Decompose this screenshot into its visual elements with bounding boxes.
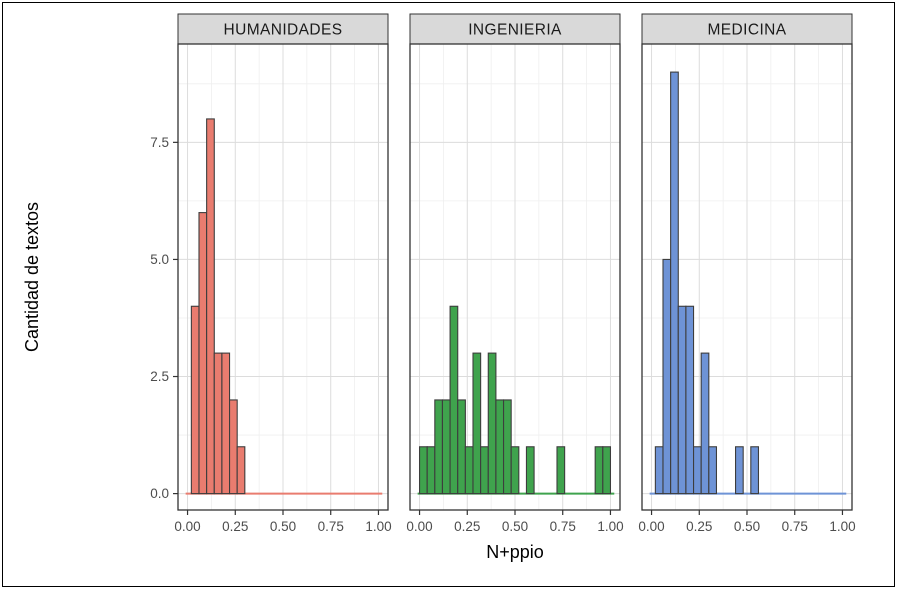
x-tick-label: 0.25 [222, 519, 248, 534]
histogram-bar [502, 399, 512, 495]
x-tick-label: 0.75 [318, 519, 344, 534]
y-tick-label: 2.5 [150, 369, 169, 384]
facet-panel-ingenieria: INGENIERIA 0.00 0.25 0.50 0.75 1.00 [406, 13, 624, 534]
histogram-bar [418, 446, 428, 495]
histogram-bar [700, 352, 710, 495]
x-tick-label: 0.50 [270, 519, 296, 534]
x-tick-label: 1.00 [365, 519, 391, 534]
histogram-bar [229, 399, 238, 495]
histogram-bar [487, 352, 497, 495]
histogram-bar [670, 71, 679, 495]
x-tick-label: 0.00 [406, 519, 432, 534]
x-tick-label: 0.75 [782, 519, 808, 534]
histogram-bar [426, 446, 436, 495]
y-tick-label: 7.5 [150, 135, 169, 150]
x-axis-title: N+ppio [486, 542, 544, 562]
histogram-bar [441, 399, 451, 495]
x-tick-label: 0.25 [454, 519, 480, 534]
histogram-bar [750, 446, 760, 495]
histogram-bar [556, 446, 566, 495]
histogram-bar [480, 446, 489, 495]
histogram-bar [213, 352, 223, 495]
histogram-bar [692, 446, 702, 495]
histogram-bar [464, 446, 474, 495]
facet-strip-label: MEDICINA [708, 22, 787, 39]
x-tick-label: 0.50 [502, 519, 528, 534]
histogram-bar [472, 352, 482, 495]
histogram-bar [434, 399, 444, 495]
histogram-bar [602, 446, 612, 495]
histogram-bar [457, 399, 466, 495]
histogram-bar [677, 305, 687, 495]
x-tick-label: 0.00 [638, 519, 664, 534]
histogram-bar [236, 446, 246, 495]
facet-strip [409, 13, 621, 45]
histogram-bar [510, 446, 520, 495]
facet-panel-medicina: MEDICINA 0.00 0.25 0.50 0.75 1.00 [638, 13, 856, 534]
histogram-bar [198, 212, 208, 495]
x-tick-label: 0.00 [174, 519, 200, 534]
histogram-bar [221, 352, 231, 495]
x-tick-label: 1.00 [829, 519, 855, 534]
facet-strip [177, 13, 389, 45]
histogram-bar [662, 258, 672, 495]
facet-strip-label: HUMANIDADES [224, 22, 343, 39]
x-tick-label: 0.50 [734, 519, 760, 534]
facet-strip-label: INGENIERIA [468, 22, 562, 39]
y-tick-label: 5.0 [150, 252, 169, 267]
histogram-bar [685, 305, 695, 495]
histogram-bar [734, 446, 744, 495]
histogram-bar [206, 118, 215, 495]
x-tick-label: 0.25 [686, 519, 712, 534]
x-tick-label: 1.00 [597, 519, 623, 534]
histogram-bar [594, 446, 604, 495]
histogram-bar [449, 305, 459, 495]
histogram-bar [495, 399, 505, 495]
histogram-bar [708, 446, 718, 495]
facet-panel-humanidades: HUMANIDADES 0.00 0.25 0.50 0.75 1.00 [174, 13, 392, 534]
y-tick-label: 0.0 [150, 486, 169, 501]
y-axis-title: Cantidad de textos [22, 202, 42, 352]
facet-strip [641, 13, 853, 45]
histogram-bar [190, 305, 200, 495]
x-tick-label: 0.75 [550, 519, 576, 534]
histogram-bar [525, 446, 535, 495]
histogram-bar [654, 446, 664, 495]
